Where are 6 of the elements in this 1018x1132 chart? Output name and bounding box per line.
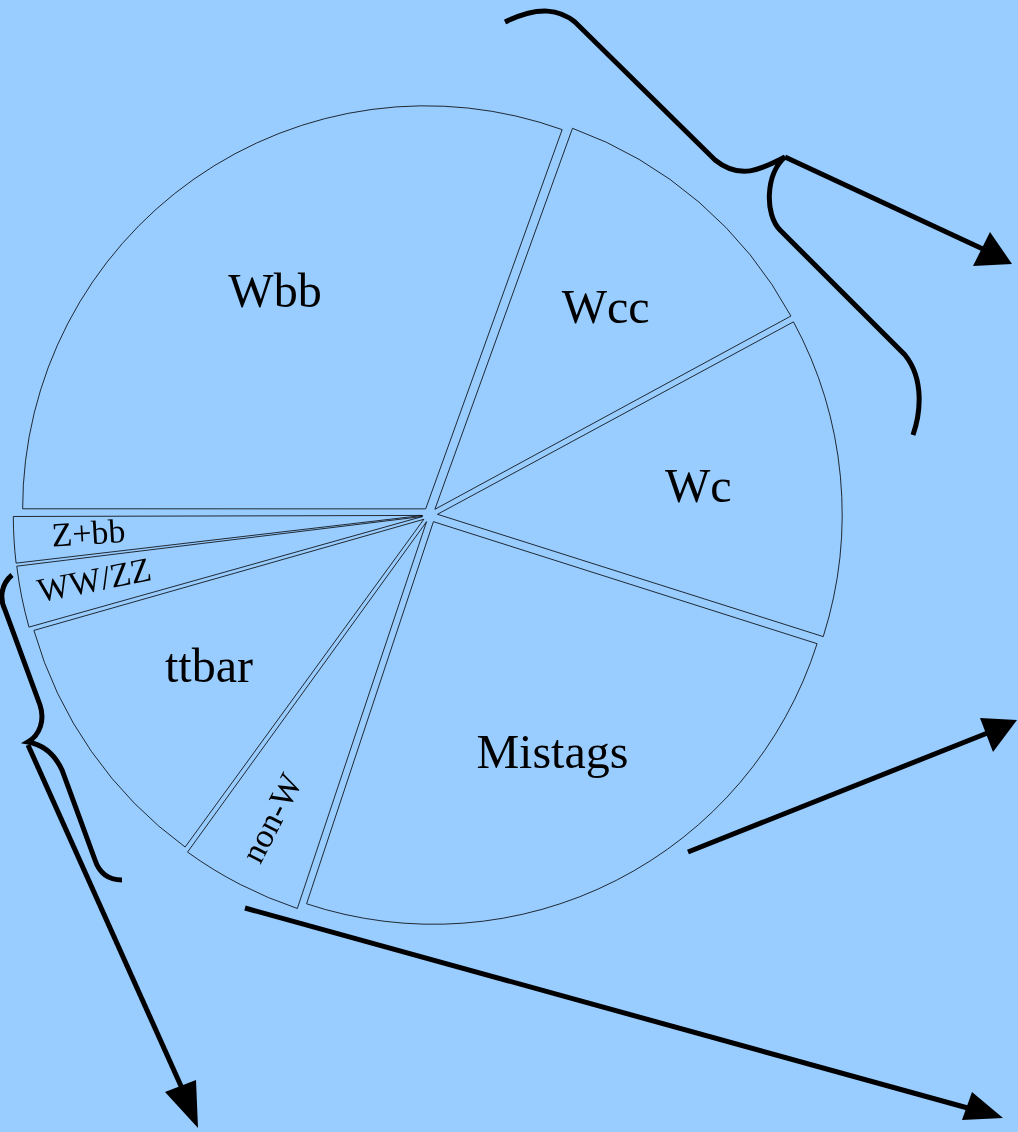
slice-label: Wc bbox=[665, 459, 732, 513]
slice-label: non-W bbox=[233, 766, 310, 869]
slice-label: Wbb bbox=[228, 264, 322, 318]
slice-label: Mistags bbox=[476, 724, 629, 778]
slice-label: Wcc bbox=[561, 280, 650, 334]
slice-label: ttbar bbox=[164, 638, 253, 692]
